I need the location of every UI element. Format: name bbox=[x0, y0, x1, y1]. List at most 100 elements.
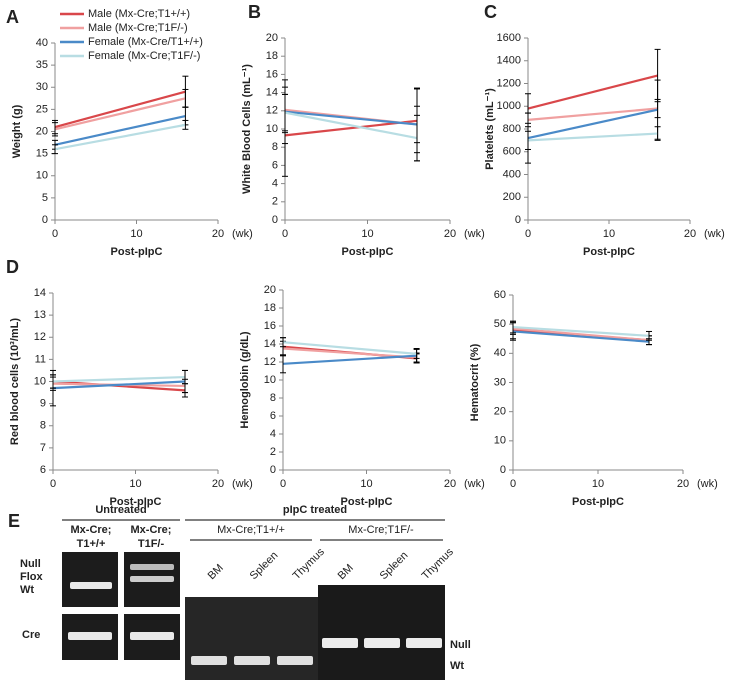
y-tick-label: 15 bbox=[36, 148, 48, 160]
gel-image bbox=[62, 552, 118, 607]
error-bar bbox=[52, 144, 58, 155]
group-label: Mx-Cre;T1F/- bbox=[348, 524, 414, 536]
gel-band bbox=[130, 632, 174, 640]
error-bar bbox=[50, 374, 56, 389]
y-tick-label: 8 bbox=[272, 141, 278, 153]
x-unit: (wk) bbox=[232, 228, 253, 240]
y-tick-label: 6 bbox=[270, 410, 276, 422]
gel-band bbox=[130, 576, 174, 582]
series-line bbox=[527, 107, 658, 121]
x-tick-label: 20 bbox=[444, 478, 456, 490]
series-line bbox=[527, 74, 658, 110]
y-tick-label: 6 bbox=[40, 464, 46, 476]
error-bar bbox=[280, 337, 286, 348]
y-tick-label: 20 bbox=[494, 406, 506, 418]
error-bar bbox=[413, 348, 420, 359]
gel-image bbox=[318, 585, 445, 680]
y-tick-label: 40 bbox=[494, 347, 506, 359]
y-tick-label: 30 bbox=[36, 81, 48, 93]
x-tick-label: 10 bbox=[603, 228, 615, 240]
y-tick-label: 1600 bbox=[497, 32, 521, 44]
x-axis-title: Post-pIpC bbox=[110, 496, 162, 508]
y-tick-label: 25 bbox=[36, 103, 48, 115]
y-tick-label: 12 bbox=[266, 105, 278, 117]
y-tick-label: 8 bbox=[40, 420, 46, 432]
y-tick-label: 11 bbox=[35, 353, 46, 365]
gel-band bbox=[68, 632, 112, 640]
band-label: Wt bbox=[450, 660, 464, 672]
y-axis-title: Hematocrit (%) bbox=[469, 343, 481, 421]
series-line bbox=[282, 354, 417, 365]
lane-label: T1+/+ bbox=[77, 538, 106, 550]
y-tick-label: 4 bbox=[272, 178, 278, 190]
y-tick-label: 1400 bbox=[497, 55, 521, 67]
series-line bbox=[54, 114, 186, 146]
group-label: Mx-Cre;T1+/+ bbox=[217, 524, 285, 536]
y-tick-label: 20 bbox=[36, 125, 48, 137]
x-unit: (wk) bbox=[464, 228, 485, 240]
y-axis-title: Hemoglobin (g/dL) bbox=[239, 331, 251, 428]
series-line bbox=[284, 111, 418, 140]
x-tick-label: 10 bbox=[361, 228, 373, 240]
y-tick-label: 7 bbox=[40, 442, 46, 454]
legend-label: Female (Mx-Cre;T1F/-) bbox=[88, 50, 200, 62]
gel-header: Untreated bbox=[95, 504, 146, 516]
y-tick-label: 50 bbox=[494, 318, 506, 330]
band-label: Null bbox=[20, 558, 41, 570]
y-tick-label: 14 bbox=[34, 287, 46, 299]
lane-label: Spleen bbox=[378, 549, 411, 582]
y-tick-label: 20 bbox=[266, 32, 278, 44]
x-unit: (wk) bbox=[697, 478, 718, 490]
x-tick-label: 20 bbox=[684, 228, 696, 240]
y-axis-title: Red blood cells (10³/mL) bbox=[9, 318, 21, 445]
error-bar bbox=[282, 93, 288, 132]
y-tick-label: 10 bbox=[264, 374, 276, 386]
x-axis-title: Post-pIpC bbox=[572, 496, 624, 508]
x-tick-label: 0 bbox=[50, 478, 56, 490]
y-tick-label: 18 bbox=[266, 50, 278, 62]
lane-label: Mx-Cre; bbox=[71, 524, 112, 536]
y-tick-label: 1200 bbox=[497, 77, 521, 89]
lane-label: T1F/- bbox=[138, 538, 165, 550]
y-tick-label: 0 bbox=[272, 214, 278, 226]
x-axis-title: Post-pIpC bbox=[111, 246, 163, 258]
y-tick-label: 0 bbox=[42, 214, 48, 226]
gel-band bbox=[130, 564, 174, 570]
error-bar bbox=[646, 330, 652, 341]
y-tick-label: 1000 bbox=[497, 100, 521, 112]
y-tick-label: 2 bbox=[272, 196, 278, 208]
y-tick-label: 9 bbox=[40, 398, 46, 410]
x-tick-label: 10 bbox=[129, 478, 141, 490]
x-tick-label: 0 bbox=[52, 228, 58, 240]
y-tick-label: 200 bbox=[503, 191, 521, 203]
gel-band bbox=[277, 656, 313, 665]
gel-band bbox=[234, 656, 270, 665]
y-axis-title: Weight (g) bbox=[11, 104, 23, 158]
y-tick-label: 14 bbox=[266, 87, 278, 99]
error-bar bbox=[654, 126, 661, 141]
lane-label: Thymus bbox=[420, 546, 456, 582]
y-tick-label: 12 bbox=[264, 356, 276, 368]
panel-letter: E bbox=[8, 511, 20, 531]
y-tick-label: 10 bbox=[494, 435, 506, 447]
y-tick-label: 14 bbox=[264, 338, 276, 350]
y-tick-label: 0 bbox=[270, 464, 276, 476]
x-axis-title: Post-pIpC bbox=[583, 246, 635, 258]
y-axis-title: Platelets (mL⁻¹) bbox=[484, 88, 496, 170]
y-tick-label: 0 bbox=[500, 464, 506, 476]
y-tick-label: 18 bbox=[264, 302, 276, 314]
legend-label: Male (Mx-Cre;T1+/+) bbox=[88, 8, 190, 20]
x-tick-label: 0 bbox=[510, 478, 516, 490]
lane-label: BM bbox=[206, 562, 226, 582]
lane-label: BM bbox=[336, 562, 356, 582]
panel-letter: D bbox=[6, 257, 19, 277]
error-bar bbox=[182, 369, 188, 385]
gel-band bbox=[322, 638, 358, 648]
series-line bbox=[54, 123, 186, 151]
x-unit: (wk) bbox=[464, 478, 485, 490]
x-tick-label: 10 bbox=[130, 228, 142, 240]
series-line bbox=[512, 330, 650, 343]
band-label: Wt bbox=[20, 584, 34, 596]
error-bar bbox=[182, 119, 189, 130]
x-tick-label: 20 bbox=[212, 228, 224, 240]
